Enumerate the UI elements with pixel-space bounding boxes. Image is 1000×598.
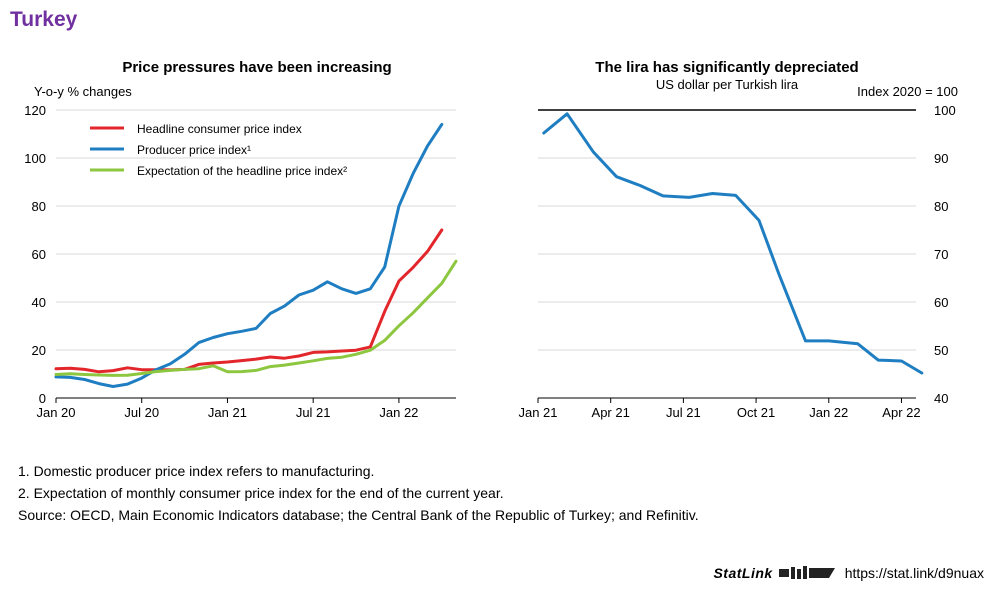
statlink-label: StatLink — [713, 565, 773, 581]
series-line-0 — [542, 112, 924, 375]
y-tick-label: 100 — [24, 151, 46, 166]
chart-title: The lira has significantly depreciated — [595, 59, 858, 76]
charts-canvas: 0 20 40 60 80 100 120 Jan 20 Jul 20 Jan 21 Jul 21 J… — [24, 59, 958, 420]
statlink-url-link[interactable]: https://stat.link/d9nuax — [844, 565, 984, 581]
note-1: 1. Domestic producer price index refers … — [18, 463, 375, 479]
chart-subtitle: US dollar per Turkish lira — [656, 77, 799, 92]
y-tick-label: 80 — [32, 199, 46, 214]
footer: StatLink https://stat.link/d9nuax — [713, 565, 984, 581]
y-tick-label: 50 — [934, 343, 948, 358]
x-tick-label: Jan 20 — [36, 405, 75, 420]
notes: 1. Domestic producer price index refers … — [18, 460, 699, 526]
y-tick-label: 40 — [32, 295, 46, 310]
chart-title: Price pressures have been increasing — [122, 59, 391, 76]
y-tick-label: 70 — [934, 247, 948, 262]
series-line-0 — [54, 228, 444, 374]
x-tick-label: Jul 21 — [296, 405, 331, 420]
x-tick-label: Oct 21 — [737, 405, 775, 420]
y-tick-label: 80 — [934, 199, 948, 214]
y-tick-label: 20 — [32, 343, 46, 358]
chart-price-pressures: 0 20 40 60 80 100 120 Jan 20 Jul 20 Jan 21 Jul 21 J… — [24, 59, 458, 420]
legend-label-2: Expectation of the headline price index² — [137, 164, 347, 178]
x-tick-label: Apr 22 — [882, 405, 920, 420]
x-tick-label: Jan 21 — [518, 405, 557, 420]
page-title: Turkey — [10, 8, 78, 31]
x-tick-label: Jul 20 — [124, 405, 159, 420]
x-tick-label: Jul 21 — [666, 405, 701, 420]
legend-label-0: Headline consumer price index — [137, 122, 302, 136]
x-tick-label: Jan 21 — [208, 405, 247, 420]
chart-lira-depreciation: 40 50 60 70 80 90 100 Jan 21 Apr 21 Jul 21 Oct 21 J… — [518, 59, 958, 420]
y-tick-label: 0 — [39, 391, 46, 406]
y-tick-label: 60 — [934, 295, 948, 310]
series-line-1 — [54, 122, 444, 388]
y-tick-label: 40 — [934, 391, 948, 406]
y-tick-label: 60 — [32, 247, 46, 262]
y-axis-label: Index 2020 = 100 — [857, 84, 958, 99]
source-note: Source: OECD, Main Economic Indicators d… — [18, 507, 699, 523]
y-axis-label: Y-o-y % changes — [34, 84, 132, 99]
legend-label-1: Producer price index¹ — [137, 143, 251, 157]
x-tick-label: Jan 22 — [379, 405, 418, 420]
y-tick-label: 120 — [24, 103, 46, 118]
x-tick-label: Jan 22 — [809, 405, 848, 420]
statlink-logo-icon — [778, 566, 835, 579]
y-tick-label: 100 — [934, 103, 956, 118]
x-tick-label: Apr 21 — [592, 405, 630, 420]
series-line-2 — [54, 259, 458, 377]
y-tick-label: 90 — [934, 151, 948, 166]
note-2: 2. Expectation of monthly consumer price… — [18, 485, 504, 501]
